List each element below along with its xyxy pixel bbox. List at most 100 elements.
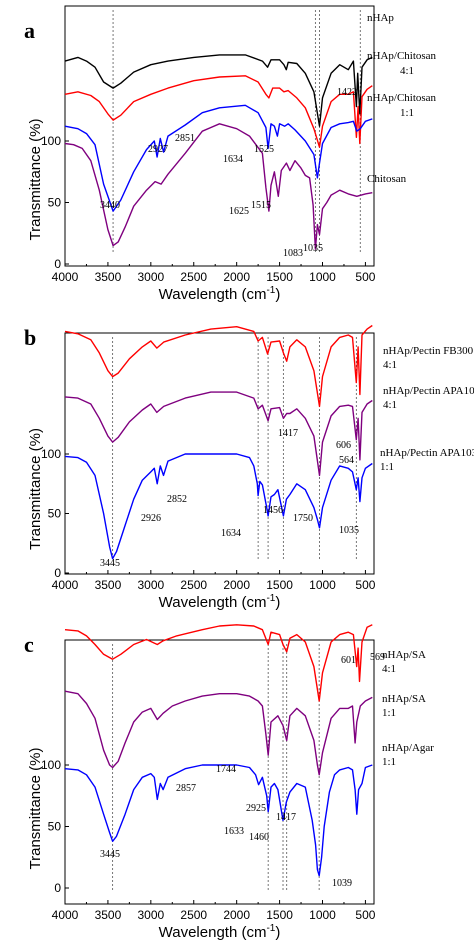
series-label: 4:1 [400, 65, 414, 77]
series-line-2 [64, 104, 373, 212]
peak-annotation: 1039 [332, 878, 352, 889]
series-line-0 [64, 324, 373, 408]
series-label: nHAp [367, 12, 394, 24]
x-tick-label: 2000 [223, 270, 250, 284]
series-line-2 [64, 453, 373, 560]
x-tick-label: 500 [355, 578, 375, 592]
peak-annotation: 1633 [224, 826, 244, 837]
peak-annotation: 1460 [249, 832, 269, 843]
peak-annotation: 2857 [176, 783, 196, 794]
x-tick-label: 4000 [52, 908, 79, 922]
series-label: 4:1 [383, 359, 397, 371]
peak-annotation: 1744 [216, 764, 236, 775]
peak-annotation: 1634 [221, 528, 241, 539]
series-label: nHAp/Pectin APA103 [380, 447, 474, 459]
x-tick-label: 3000 [137, 578, 164, 592]
peak-annotation: 3440 [100, 200, 120, 211]
y-tick-label: 50 [48, 507, 62, 521]
y-tick-label: 100 [41, 134, 61, 148]
series-line-0 [64, 624, 373, 702]
x-tick-label: 2500 [180, 270, 207, 284]
panel-b: b 4000 3500 3000 2500 2000 1500 1000 500 0 50 100 Wa… [24, 324, 474, 611]
series-label: 4:1 [382, 663, 396, 675]
peak-annotation: 1417 [278, 428, 298, 439]
x-tick-label: 500 [355, 908, 375, 922]
series-label: nHAp/SA [382, 693, 426, 705]
series-line-1 [64, 391, 373, 477]
series-label: nHAp/Chitosan [367, 50, 437, 62]
peak-annotation: 569 [370, 652, 385, 663]
peak-annotation: 3445 [100, 849, 120, 860]
peak-annotation: 1525 [254, 144, 274, 155]
x-axis-title: Wavelength (cm-1) [159, 923, 281, 941]
x-tick-label: 1000 [309, 908, 336, 922]
peak-annotation: 1083 [283, 248, 303, 259]
peak-annotation: 2926 [141, 513, 161, 524]
x-tick-label: 500 [355, 270, 375, 284]
peak-annotation: 2851 [175, 133, 195, 144]
panel-a: a 4000 3500 3000 2500 2000 1500 1000 500 0 50 100 Wa… [24, 5, 437, 303]
x-axis-title: Wavelength (cm-1) [159, 285, 281, 303]
series-line-0 [64, 54, 373, 127]
y-tick-label: 0 [54, 257, 61, 271]
x-tick-label: 3500 [95, 908, 122, 922]
peak-annotation: 1035 [303, 243, 323, 254]
peak-annotation: 2852 [167, 494, 187, 505]
x-tick-label: 4000 [52, 270, 79, 284]
y-tick-label: 100 [41, 447, 61, 461]
series-label: 1:1 [382, 707, 396, 719]
series-label: nHAp/Agar [382, 742, 434, 754]
series-line-1 [64, 690, 373, 776]
series-line-2 [64, 764, 373, 877]
series-label: nHAp/Pectin FB300 [383, 345, 474, 357]
x-tick-label: 2000 [223, 578, 250, 592]
series-label: Chitosan [367, 173, 407, 185]
panel-letter: b [24, 325, 36, 350]
x-tick-label: 1500 [266, 908, 293, 922]
y-tick-label: 100 [41, 758, 61, 772]
x-tick-label: 4000 [52, 578, 79, 592]
y-tick-label: 50 [48, 196, 62, 210]
series-label: nHAp/SA [382, 649, 426, 661]
peak-annotation: 1417 [276, 812, 296, 823]
y-axis-title: Transmittance (%) [27, 119, 44, 241]
peak-annotation: 1422 [337, 87, 357, 98]
peak-annotation: 1634 [223, 154, 243, 165]
series-label: 4:1 [383, 399, 397, 411]
x-tick-label: 2000 [223, 908, 250, 922]
series-line-1 [64, 75, 373, 148]
y-tick-label: 0 [54, 881, 61, 895]
peak-annotation: 2925 [246, 803, 266, 814]
x-tick-label: 3500 [95, 270, 122, 284]
peak-annotation: 1625 [229, 206, 249, 217]
plot-frame [64, 5, 375, 267]
peak-annotation: 1750 [293, 513, 313, 524]
panel-letter: c [24, 632, 34, 657]
x-tick-label: 3500 [95, 578, 122, 592]
x-tick-label: 3000 [137, 908, 164, 922]
series-line-3 [64, 123, 373, 250]
peak-annotation: 601 [341, 655, 356, 666]
y-axis-title: Transmittance (%) [27, 428, 44, 550]
x-tick-label: 1000 [309, 578, 336, 592]
x-axis-title: Wavelength (cm-1) [159, 593, 281, 611]
peak-annotation: 1515 [251, 200, 271, 211]
x-tick-label: 2500 [180, 908, 207, 922]
series-label: 1:1 [382, 756, 396, 768]
peak-annotation: 2927 [148, 144, 168, 155]
peak-annotation: 606 [336, 440, 351, 451]
y-axis-title: Transmittance (%) [27, 748, 44, 870]
y-tick-label: 50 [48, 820, 62, 834]
series-label: nHAp/Chitosan [367, 92, 437, 104]
peak-annotation: 1456 [263, 505, 283, 516]
peak-annotation: 3445 [100, 558, 120, 569]
x-tick-label: 3000 [137, 270, 164, 284]
x-tick-label: 1000 [309, 270, 336, 284]
series-label: nHAp/Pectin APA103 [383, 385, 474, 397]
y-tick-label: 0 [54, 566, 61, 580]
panel-letter: a [24, 18, 35, 43]
peak-annotation: 564 [339, 455, 354, 466]
x-tick-label: 1500 [266, 270, 293, 284]
panel-c: c 4000 3500 3000 2500 2000 1500 1000 500 0 50 100 Wa… [24, 624, 434, 941]
